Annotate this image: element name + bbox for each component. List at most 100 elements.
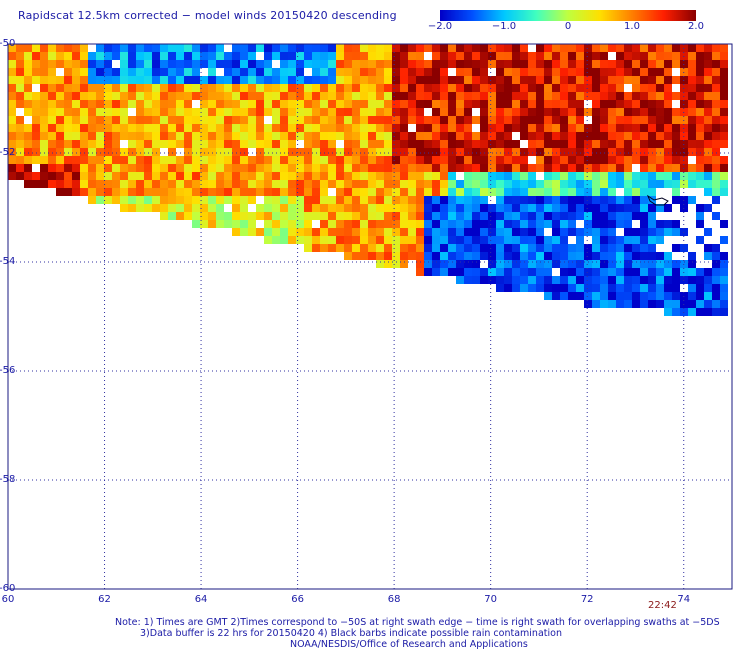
swath-cell (344, 132, 352, 140)
swath-cell (640, 52, 648, 60)
swath-cell (296, 100, 304, 108)
swath-cell (304, 196, 312, 204)
swath-cell (568, 164, 576, 172)
swath-cell (536, 100, 544, 108)
swath-cell (672, 308, 680, 316)
swath-cell (264, 108, 272, 116)
swath-cell (544, 292, 552, 300)
swath-cell (128, 124, 136, 132)
swath-cell (704, 164, 712, 172)
swath-cell (104, 188, 112, 196)
swath-cell (488, 220, 496, 228)
swath-cell (112, 156, 120, 164)
swath-cell (616, 180, 624, 188)
swath-cell (640, 188, 648, 196)
swath-cell (688, 308, 696, 316)
swath-cell (400, 84, 408, 92)
swath-cell (592, 212, 600, 220)
swath-cell (232, 220, 240, 228)
swath-cell (480, 212, 488, 220)
swath-cell (8, 68, 16, 76)
swath-cell (632, 292, 640, 300)
swath-cell (256, 180, 264, 188)
swath-cell (624, 68, 632, 76)
swath-cell (32, 132, 40, 140)
swath-cell (8, 84, 16, 92)
swath-cell (248, 52, 256, 60)
swath-cell (576, 60, 584, 68)
swath-cell (232, 204, 240, 212)
swath-cell (408, 196, 416, 204)
swath-cell (504, 228, 512, 236)
swath-cell (432, 260, 440, 268)
swath-cell (408, 84, 416, 92)
swath-cell (592, 228, 600, 236)
swath-cell (120, 196, 128, 204)
swath-cell (184, 76, 192, 84)
swath-cell (512, 236, 520, 244)
swath-cell (368, 68, 376, 76)
swath-cell (232, 228, 240, 236)
swath-cell (256, 228, 264, 236)
swath-cell (400, 100, 408, 108)
swath-cell (488, 156, 496, 164)
swath-cell (512, 108, 520, 116)
swath-cell (128, 140, 136, 148)
swath-cell (24, 132, 32, 140)
swath-cell (544, 260, 552, 268)
swath-cell (144, 60, 152, 68)
swath-cell (664, 308, 672, 316)
swath-cell (608, 252, 616, 260)
swath-cell (48, 76, 56, 84)
swath-cell (320, 140, 328, 148)
swath-cell (616, 68, 624, 76)
swath-cell (232, 124, 240, 132)
swath-cell (232, 132, 240, 140)
swath-cell (48, 108, 56, 116)
swath-cell (336, 212, 344, 220)
swath-cell (624, 276, 632, 284)
swath-cell (320, 108, 328, 116)
swath-cell (600, 116, 608, 124)
swath-cell (504, 180, 512, 188)
swath-cell (32, 116, 40, 124)
swath-cell (448, 116, 456, 124)
swath-cell (80, 116, 88, 124)
swath-cell (296, 188, 304, 196)
swath-cell (336, 116, 344, 124)
swath-cell (208, 164, 216, 172)
swath-cell (448, 76, 456, 84)
swath-cell (456, 164, 464, 172)
swath-cell (520, 52, 528, 60)
swath-cell (384, 188, 392, 196)
swath-cell (416, 236, 424, 244)
swath-cell (624, 140, 632, 148)
swath-cell (504, 140, 512, 148)
swath-cell (720, 84, 728, 92)
swath-cell (296, 196, 304, 204)
swath-cell (344, 44, 352, 52)
swath-cell (344, 148, 352, 156)
swath-cell (256, 124, 264, 132)
swath-cell (56, 84, 64, 92)
swath-cell (712, 188, 720, 196)
swath-cell (424, 84, 432, 92)
swath-cell (576, 292, 584, 300)
swath-cell (584, 44, 592, 52)
swath-cell (464, 236, 472, 244)
swath-cell (304, 100, 312, 108)
swath-cell (528, 252, 536, 260)
swath-cell (120, 180, 128, 188)
swath-cell (536, 156, 544, 164)
swath-cell (416, 212, 424, 220)
swath-cell (472, 196, 480, 204)
swath-cell (664, 172, 672, 180)
swath-cell (520, 236, 528, 244)
swath-cell (400, 124, 408, 132)
swath-cell (544, 212, 552, 220)
swath-cell (304, 244, 312, 252)
swath-cell (256, 60, 264, 68)
swath-cell (488, 124, 496, 132)
swath-cell (416, 196, 424, 204)
swath-cell (648, 124, 656, 132)
